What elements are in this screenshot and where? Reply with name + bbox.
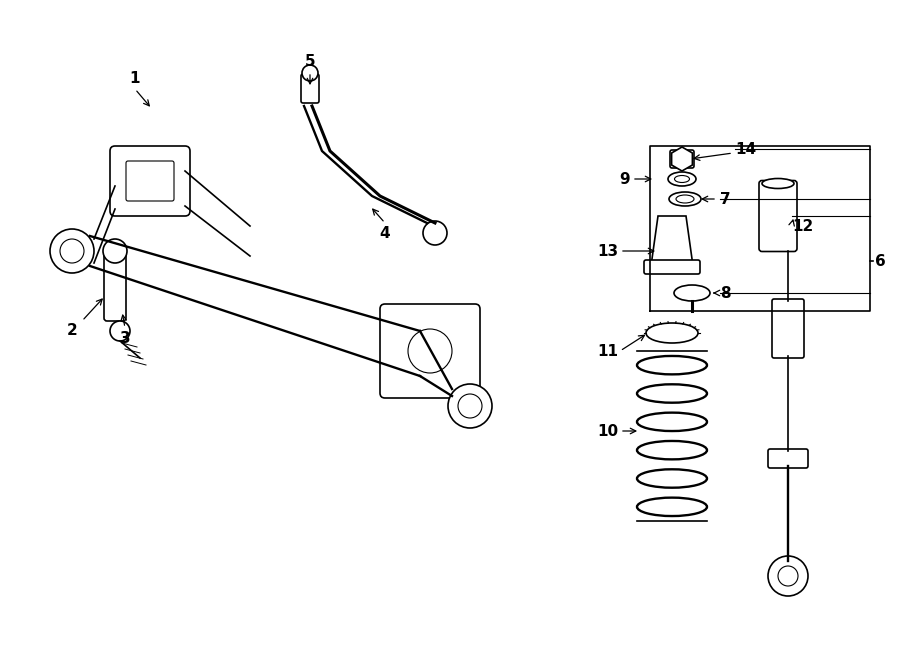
FancyBboxPatch shape [301, 74, 319, 103]
Ellipse shape [674, 285, 710, 301]
Text: 5: 5 [305, 54, 315, 69]
FancyBboxPatch shape [380, 304, 480, 398]
Text: 1: 1 [130, 71, 140, 86]
Text: 7: 7 [720, 192, 731, 206]
Circle shape [110, 321, 130, 341]
Text: 13: 13 [597, 243, 618, 258]
Circle shape [60, 239, 84, 263]
FancyBboxPatch shape [670, 150, 694, 168]
FancyBboxPatch shape [759, 180, 797, 251]
Text: 3: 3 [120, 331, 130, 346]
Text: 11: 11 [597, 344, 618, 358]
Circle shape [768, 556, 808, 596]
Text: 2: 2 [67, 323, 77, 338]
Ellipse shape [669, 192, 701, 206]
Ellipse shape [676, 195, 694, 203]
Text: 8: 8 [720, 286, 731, 301]
Circle shape [103, 239, 127, 263]
Circle shape [408, 329, 452, 373]
Text: 12: 12 [792, 219, 814, 233]
Circle shape [778, 566, 798, 586]
Ellipse shape [674, 176, 689, 182]
Circle shape [50, 229, 94, 273]
Ellipse shape [668, 172, 696, 186]
FancyBboxPatch shape [644, 260, 700, 274]
FancyBboxPatch shape [110, 146, 190, 216]
Circle shape [423, 221, 447, 245]
Circle shape [302, 65, 318, 81]
Text: 6: 6 [875, 254, 886, 268]
Polygon shape [651, 216, 693, 266]
Text: 10: 10 [597, 424, 618, 438]
Text: 9: 9 [619, 171, 630, 186]
FancyBboxPatch shape [126, 161, 174, 201]
Circle shape [448, 384, 492, 428]
Ellipse shape [646, 323, 698, 343]
FancyBboxPatch shape [104, 251, 126, 321]
FancyBboxPatch shape [768, 449, 808, 468]
FancyBboxPatch shape [772, 299, 804, 358]
Text: 4: 4 [380, 226, 391, 241]
Text: 14: 14 [735, 141, 756, 157]
Circle shape [458, 394, 482, 418]
Ellipse shape [762, 178, 794, 188]
